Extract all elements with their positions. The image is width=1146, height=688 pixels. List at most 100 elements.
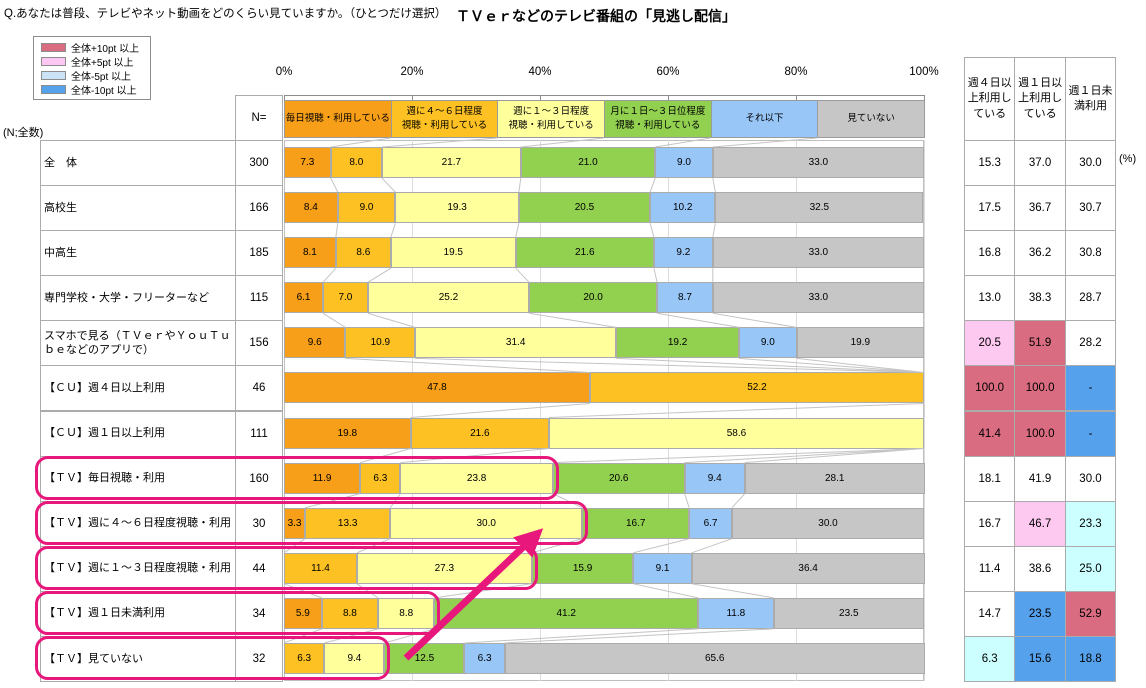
bar-segment: 21.0 (520, 147, 656, 179)
bar-segment: 65.6 (504, 642, 925, 674)
series-header-cell: 週に４～６日程度 視聴・利用している (390, 100, 499, 138)
highlight-box (35, 636, 391, 681)
n-value-cell: 166 (235, 185, 283, 232)
bar-segment-label: 21.6 (575, 247, 595, 259)
bar-segment: 19.8 (284, 417, 411, 449)
bar-segment-label: 19.9 (850, 337, 871, 349)
summary-cell: 38.6 (1014, 545, 1066, 592)
series-header-cell: 毎日視聴・利用している (284, 100, 392, 138)
bar-segment-label: 10.2 (672, 202, 693, 214)
row-label: 【ＴＶ】週に４～６日程度視聴・利用 (44, 517, 231, 530)
summary-header-cell: 週１日以上利用している (1014, 57, 1066, 141)
series-header-line: 視聴・利用している (508, 120, 594, 131)
summary-cell: 14.7 (964, 590, 1016, 637)
summary-cell: 25.0 (1064, 545, 1117, 592)
summary-cell: 51.9 (1014, 320, 1066, 367)
bar-segment: 30.0 (732, 507, 924, 539)
summary-cell: 41.4 (964, 410, 1016, 457)
n-value-cell: 300 (235, 140, 283, 187)
legend-item-label: 全体+5pt 以上 (71, 57, 134, 69)
question-text: Q.あなたは普段、テレビやネット動画をどのくらい見ていますか。（ひとつだけ選択） (4, 8, 447, 20)
bar-segment-label: 30.0 (818, 517, 838, 529)
bar-segment-label: 7.0 (338, 292, 353, 304)
row-label: スマホで見る（ＴＶｅｒやＹｏｕＴｕｂｅなどのアプリで） (44, 329, 231, 357)
axis-label: 0% (275, 66, 293, 78)
bar-segment-label: 33.0 (808, 292, 829, 304)
bar-segment: 7.0 (323, 282, 368, 314)
n-caption: (N;全数) (3, 127, 44, 139)
bar-segment: 8.0 (330, 147, 382, 179)
series-header-line: 視聴・利用している (615, 120, 701, 131)
summary-cell: 18.1 (964, 455, 1016, 502)
bar-segment: 19.2 (616, 327, 740, 359)
axis-tick (284, 95, 285, 101)
bar-segment-label: 19.8 (337, 427, 358, 439)
series-header-line: 週に１～３日程度 (513, 106, 590, 118)
bar-segment-label: 8.0 (349, 157, 364, 169)
bar-segment: 32.5 (715, 192, 924, 224)
series-header-cell: 見ていない (817, 100, 925, 138)
bar-segment: 7.3 (284, 147, 331, 179)
bar-segment-label: 7.3 (300, 157, 315, 169)
bar-segment-label: 9.6 (307, 337, 322, 349)
legend-item: 全体+10pt 以上 (36, 40, 148, 55)
chart-title: ＴＶｅｒなどのテレビ番組の「見逃し配信」 (456, 8, 736, 24)
summary-cell: 30.0 (1064, 140, 1117, 187)
bar-segment-label: 20.0 (583, 292, 603, 304)
bar-segment: 11.8 (698, 597, 774, 629)
bar-segment: 9.4 (324, 642, 385, 674)
bar-segment: 9.6 (284, 327, 346, 359)
bar-segment: 16.7 (582, 507, 690, 539)
legend-item: 全体-10pt 以上 (36, 82, 148, 97)
bar-segment: 9.0 (739, 327, 797, 359)
summary-cell: 6.3 (964, 635, 1016, 682)
bar-segment: 33.0 (712, 147, 924, 179)
percent-unit-label: (%) (1119, 153, 1137, 165)
summary-cell: 17.5 (964, 185, 1016, 232)
gridline (924, 140, 925, 681)
bar-segment: 10.9 (345, 327, 416, 359)
summary-cell: 30.7 (1064, 185, 1117, 232)
bar-segment-label: 36.4 (798, 562, 818, 574)
legend-item-label: 全体-5pt 以上 (71, 71, 132, 83)
bar-segment: 8.6 (335, 237, 391, 269)
row-label: 【ＴＶ】見ていない (44, 652, 143, 665)
axis-label: 20% (400, 66, 424, 78)
row-label: 【ＴＶ】週に１～３日程度視聴・利用 (44, 562, 231, 575)
bar-segment-label: 58.6 (726, 427, 747, 439)
bar-segment-label: 9.0 (359, 202, 374, 214)
bar-segment: 21.6 (410, 417, 549, 449)
summary-cell: 13.0 (964, 275, 1016, 322)
bar-segment-label: 6.1 (296, 292, 311, 304)
series-header-cell: それ以下 (710, 100, 819, 138)
bar-segment: 47.8 (284, 372, 590, 404)
summary-cell: 15.6 (1014, 635, 1066, 682)
series-header-line: 見ていない (847, 113, 895, 125)
highlight-box (35, 591, 441, 636)
summary-cell: 11.4 (964, 545, 1016, 592)
row-label: 【ＴＶ】週１日未満利用 (44, 607, 165, 620)
summary-cell: 30.8 (1064, 230, 1117, 277)
diff-legend: 全体+10pt 以上全体+5pt 以上 全体-5pt 以上 全体-10pt 以上 (33, 36, 151, 100)
bar-segment-label: 16.7 (625, 517, 646, 529)
bar-segment: 6.3 (284, 642, 325, 674)
bar-segment: 58.6 (548, 417, 924, 449)
axis-tick (796, 95, 797, 101)
summary-cell: 16.8 (964, 230, 1016, 277)
summary-header-cell: 週１日未満利用 (1064, 57, 1117, 141)
summary-cell: 18.8 (1064, 635, 1117, 682)
bar-segment-label: 19.5 (443, 247, 463, 259)
bar-segment-label: 9.4 (347, 652, 362, 664)
bar-segment-label: 6.3 (297, 652, 312, 664)
legend-swatch (41, 70, 66, 80)
bar-segment-label: 52.2 (747, 382, 767, 394)
n-value-cell: 156 (235, 320, 283, 367)
series-header-line: 視聴・利用している (401, 120, 488, 131)
summary-cell: 28.7 (1064, 275, 1117, 322)
bar-segment-label: 28.1 (824, 472, 845, 484)
axis-label: 40% (528, 66, 552, 78)
bar-segment: 20.5 (518, 192, 651, 224)
series-header-line: 週に４～６日程度 (406, 106, 483, 118)
summary-cell: 20.5 (964, 320, 1016, 367)
bar-segment: 8.7 (657, 282, 713, 314)
